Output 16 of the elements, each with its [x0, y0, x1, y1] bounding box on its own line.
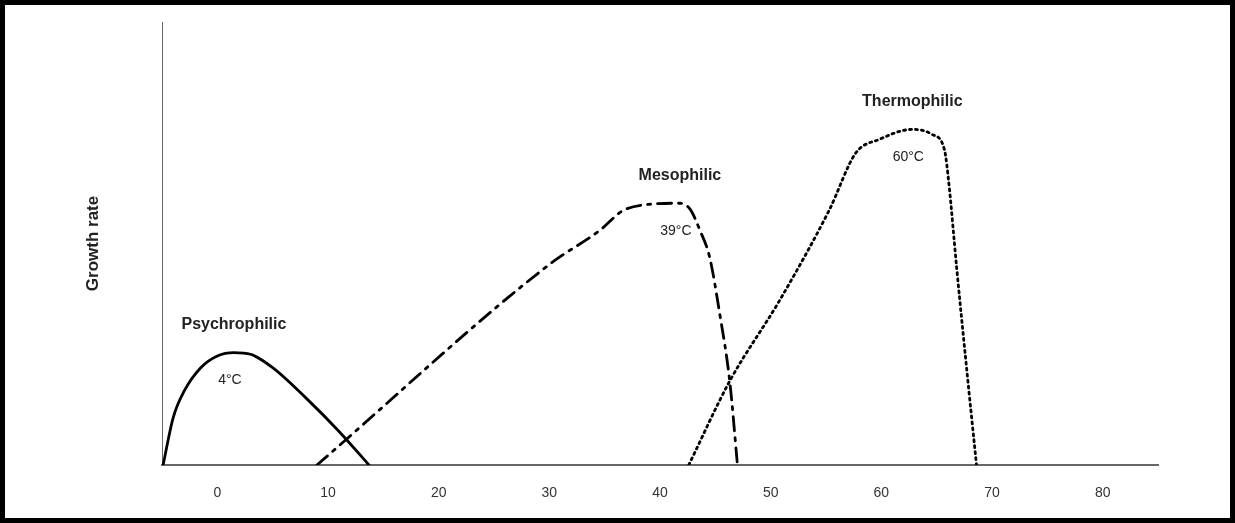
series-label: Thermophilic	[862, 91, 963, 109]
annotation: 4°C	[218, 371, 242, 388]
series-label: Psychrophilic	[181, 314, 287, 332]
x-tick-label: 80	[1094, 484, 1111, 501]
x-tick-label: 60	[873, 484, 890, 501]
y-axis-title: Growth rate	[82, 195, 102, 292]
x-tick-label: 70	[984, 484, 1000, 501]
x-tick-label: 10	[320, 484, 336, 501]
series-label: Mesophilic	[638, 165, 722, 183]
annotation: 39°C	[660, 222, 692, 239]
annotation: 60°C	[892, 148, 924, 165]
x-tick-label: 50	[762, 484, 779, 501]
x-tick-label: 40	[652, 484, 668, 501]
x-tick-label: 20	[430, 484, 447, 501]
x-tick-label: 30	[541, 484, 558, 501]
x-tick-label: 0	[213, 484, 222, 501]
